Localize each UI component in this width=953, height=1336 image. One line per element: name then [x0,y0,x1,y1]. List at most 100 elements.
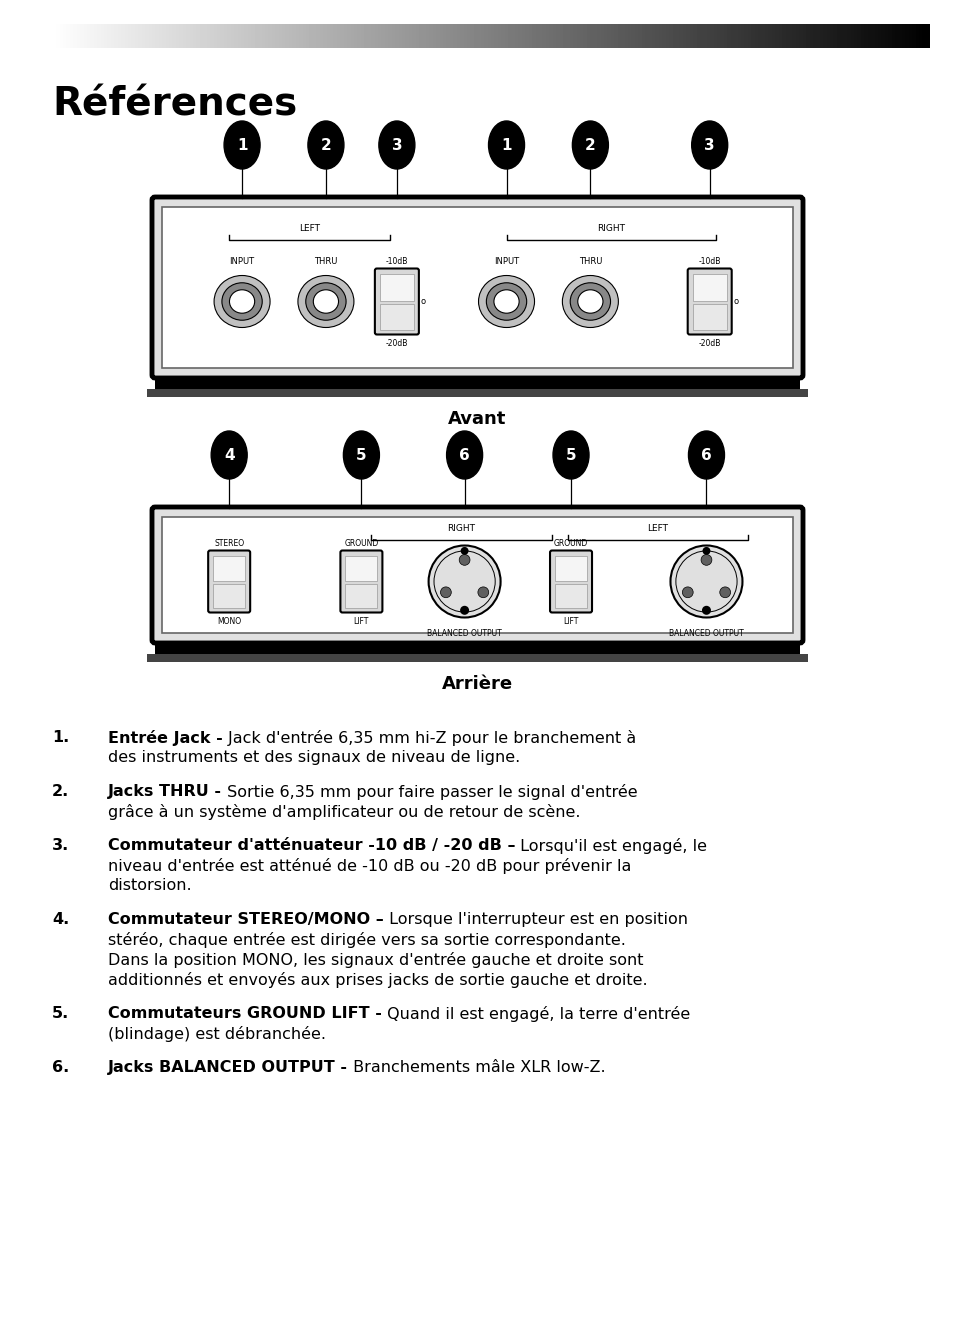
Text: LEFT: LEFT [647,524,668,533]
Text: LIFT: LIFT [354,617,369,627]
Ellipse shape [222,283,262,321]
Text: 1: 1 [500,138,511,152]
Text: Branchements mâle XLR low-Z.: Branchements mâle XLR low-Z. [348,1059,605,1075]
Text: INPUT: INPUT [494,257,518,266]
Text: distorsion.: distorsion. [108,878,192,892]
Ellipse shape [306,283,346,321]
Bar [162,517,792,633]
Text: Entrée Jack -: Entrée Jack - [108,729,222,745]
Text: -20dB: -20dB [698,339,720,349]
Ellipse shape [701,546,710,554]
Text: Jack d'entrée 6,35 mm hi-Z pour le branchement à: Jack d'entrée 6,35 mm hi-Z pour le branc… [222,729,636,745]
Text: -10dB: -10dB [385,257,408,266]
Text: niveau d'entrée est atténué de -10 dB ou -20 dB pour prévenir la: niveau d'entrée est atténué de -10 dB ou… [108,858,631,874]
Ellipse shape [440,587,451,597]
Ellipse shape [578,290,602,313]
Text: 4.: 4. [52,912,70,927]
Ellipse shape [553,432,588,480]
Text: Jacks BALANCED OUTPUT -: Jacks BALANCED OUTPUT - [108,1059,348,1075]
Text: (blindage) est débranchée.: (blindage) est débranchée. [108,1026,326,1042]
Text: 6.: 6. [52,1059,70,1075]
Ellipse shape [670,545,741,617]
Text: 5.: 5. [52,1006,70,1021]
Text: stéréo, chaque entrée est dirigée vers sa sortie correspondante.: stéréo, chaque entrée est dirigée vers s… [108,933,625,949]
Ellipse shape [681,587,693,597]
Ellipse shape [478,275,534,327]
Text: BALANCED OUTPUT: BALANCED OUTPUT [668,629,743,639]
Ellipse shape [719,587,730,597]
Text: Lorsqu'il est engagé, le: Lorsqu'il est engagé, le [515,838,707,854]
Ellipse shape [460,546,468,554]
Ellipse shape [494,290,518,313]
Text: STEREO: STEREO [213,538,244,548]
Ellipse shape [572,122,608,168]
Ellipse shape [224,122,260,168]
Text: RIGHT: RIGHT [597,224,624,232]
Text: Arrière: Arrière [441,675,512,693]
Text: 3: 3 [703,138,714,152]
Text: additionnés et envoyés aux prises jacks de sortie gauche et droite.: additionnés et envoyés aux prises jacks … [108,973,647,989]
FancyBboxPatch shape [375,269,418,334]
Text: -20dB: -20dB [385,339,408,349]
Text: THRU: THRU [578,257,601,266]
Text: LEFT: LEFT [299,224,320,232]
Bar [692,303,726,330]
Text: 2: 2 [584,138,595,152]
Text: Lorsque l'interrupteur est en position: Lorsque l'interrupteur est en position [383,912,687,927]
Bar [555,584,586,608]
Text: MONO: MONO [217,617,241,627]
Text: o: o [732,297,738,306]
Ellipse shape [477,587,488,597]
Text: RIGHT: RIGHT [447,524,475,533]
Ellipse shape [428,545,500,617]
Bar [154,640,800,655]
Text: Références: Références [52,86,297,123]
Ellipse shape [297,275,354,327]
Text: THRU: THRU [314,257,337,266]
Text: GROUND: GROUND [344,538,378,548]
Text: 4: 4 [224,448,234,462]
Text: 6: 6 [700,448,711,462]
Text: 3: 3 [391,138,402,152]
FancyBboxPatch shape [152,506,802,643]
FancyBboxPatch shape [208,550,250,612]
Text: 1: 1 [236,138,247,152]
Text: des instruments et des signaux de niveau de ligne.: des instruments et des signaux de niveau… [108,749,519,766]
Bar [379,303,414,330]
Ellipse shape [688,432,723,480]
Bar [213,556,245,581]
Text: 1.: 1. [52,729,70,745]
Bar [345,584,377,608]
Ellipse shape [459,605,469,615]
Text: 2: 2 [320,138,331,152]
Ellipse shape [458,554,470,565]
Text: Quand il est engagé, la terre d'entrée: Quand il est engagé, la terre d'entrée [381,1006,689,1022]
Text: 5: 5 [565,448,576,462]
Text: Commutateurs GROUND LIFT -: Commutateurs GROUND LIFT - [108,1006,381,1021]
Ellipse shape [230,290,254,313]
Text: BALANCED OUTPUT: BALANCED OUTPUT [427,629,501,639]
Ellipse shape [343,432,379,480]
Text: 6: 6 [458,448,470,462]
Ellipse shape [446,432,482,480]
Bar [345,556,377,581]
Text: 5: 5 [355,448,366,462]
Text: Commutateur d'atténuateur -10 dB / -20 dB –: Commutateur d'atténuateur -10 dB / -20 d… [108,838,515,852]
Text: GROUND: GROUND [554,538,588,548]
Text: LIFT: LIFT [563,617,578,627]
Ellipse shape [700,554,711,565]
Bar [154,375,800,389]
Ellipse shape [561,275,618,327]
Ellipse shape [691,122,727,168]
Text: Commutateur STEREO/MONO –: Commutateur STEREO/MONO – [108,912,383,927]
Bar [147,655,807,663]
Bar [162,207,792,367]
Bar [213,584,245,608]
Text: 2.: 2. [52,784,70,799]
Text: Dans la position MONO, les signaux d'entrée gauche et droite sont: Dans la position MONO, les signaux d'ent… [108,953,643,969]
Text: INPUT: INPUT [230,257,254,266]
Text: Sortie 6,35 mm pour faire passer le signal d'entrée: Sortie 6,35 mm pour faire passer le sign… [222,784,637,800]
Ellipse shape [486,283,526,321]
Ellipse shape [211,432,247,480]
Ellipse shape [488,122,524,168]
